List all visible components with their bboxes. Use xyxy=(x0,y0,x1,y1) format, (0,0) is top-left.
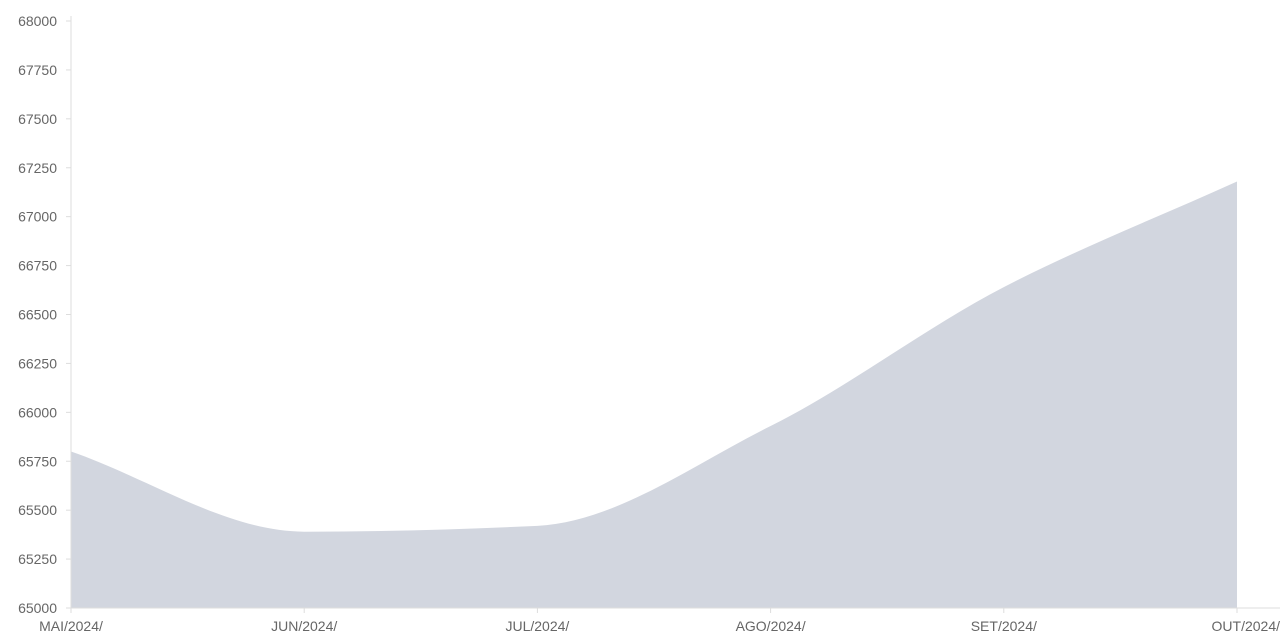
x-tick-label: MAI/2024/ xyxy=(39,618,103,634)
y-tick-label: 66250 xyxy=(18,355,57,371)
area-series xyxy=(71,181,1237,609)
y-tick-label: 66000 xyxy=(18,404,57,420)
y-tick-label: 67500 xyxy=(18,111,57,127)
y-tick-label: 66750 xyxy=(18,258,57,274)
y-tick-label: 67250 xyxy=(18,160,57,176)
axes xyxy=(70,16,1280,609)
y-tick-label: 65000 xyxy=(18,600,57,616)
plot-area xyxy=(71,181,1237,609)
y-axis-ticks: 65000 65250 65500 65750 66000 66250 66500 66750… xyxy=(18,13,71,616)
y-tick-label: 65500 xyxy=(18,502,57,518)
x-tick-label: AGO/2024/ xyxy=(736,618,806,634)
x-tick-label: JUN/2024/ xyxy=(271,618,337,634)
x-tick-label: JUL/2024/ xyxy=(505,618,569,634)
y-tick-label: 67000 xyxy=(18,209,57,225)
y-tick-label: 67750 xyxy=(18,62,57,78)
x-tick-label: SET/2024/ xyxy=(971,618,1037,634)
y-tick-label: 66500 xyxy=(18,307,57,323)
y-tick-label: 65750 xyxy=(18,453,57,469)
y-tick-label: 68000 xyxy=(18,13,57,29)
y-tick-label: 65250 xyxy=(18,551,57,567)
x-axis-ticks: MAI/2024/JUN/2024/JUL/2024/AGO/2024/SET/… xyxy=(39,608,1280,634)
x-tick-label: OUT/2024/ xyxy=(1212,618,1281,634)
